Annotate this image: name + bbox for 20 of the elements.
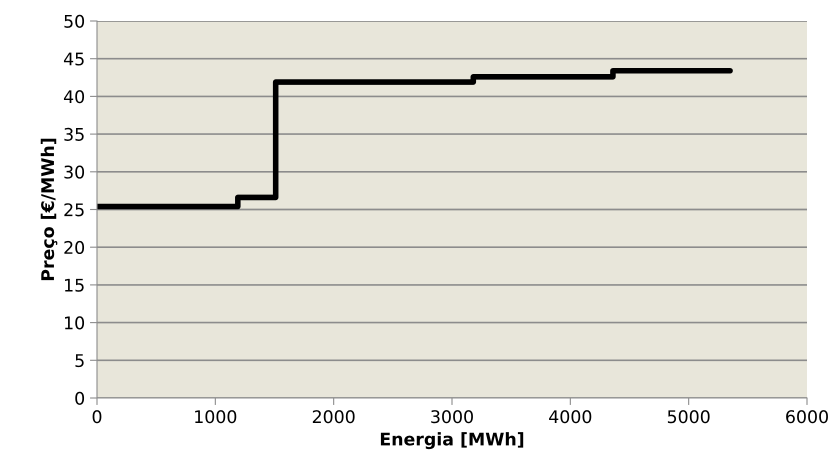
y-tick-label: 20 xyxy=(64,240,84,254)
y-tick-label: 25 xyxy=(64,203,84,216)
x-axis-title: Energia [MWh] xyxy=(380,432,524,450)
x-tick-label: 3000 xyxy=(431,410,473,424)
y-tick-label: 0 xyxy=(75,392,84,405)
y-tick-label: 45 xyxy=(64,52,84,66)
y-tick-label: 10 xyxy=(65,316,84,330)
x-tick-label: 0 xyxy=(92,410,102,424)
y-tick-label: 30 xyxy=(64,166,84,179)
y-axis-title: Preço [€/MWh] xyxy=(40,138,58,280)
y-tick-label: 50 xyxy=(64,14,84,28)
x-tick-label: 1000 xyxy=(195,410,236,424)
y-tick-label: 15 xyxy=(65,278,84,292)
x-tick-label: 2000 xyxy=(312,410,355,424)
y-tick-label: 40 xyxy=(64,90,84,104)
x-tick-label: 5000 xyxy=(668,410,710,424)
x-tick-label: 4000 xyxy=(549,410,592,424)
y-tick-label: 5 xyxy=(75,354,84,368)
x-tick-label: 6000 xyxy=(786,410,828,424)
y-tick-label: 35 xyxy=(64,128,84,141)
